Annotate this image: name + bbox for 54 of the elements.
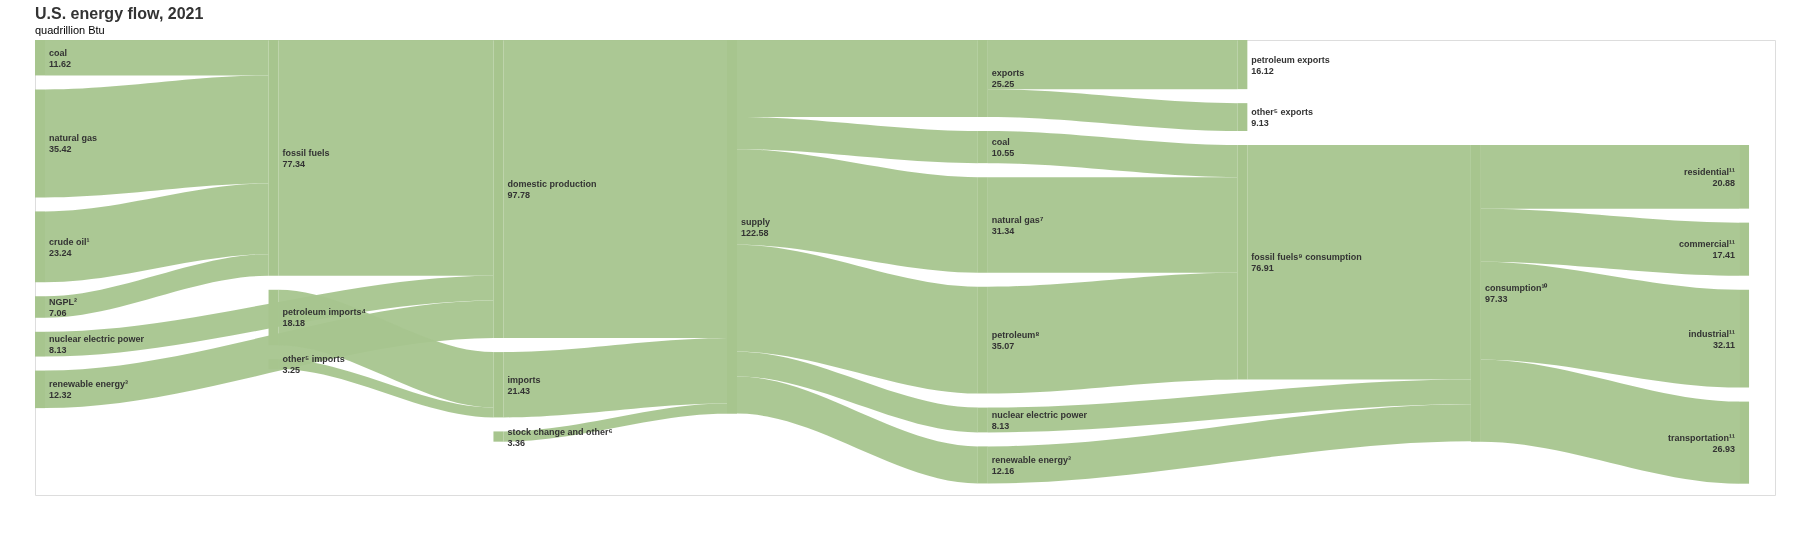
category-label: natural gas⁷: [991, 214, 1044, 225]
category-label: consumption¹⁰: [1484, 283, 1549, 294]
text: quadrillion Btu: [35, 24, 105, 36]
category-label: renewable energy³: [991, 454, 1071, 465]
category-label: transportation¹¹: [1668, 432, 1736, 443]
data-label: 97.78: [507, 190, 530, 201]
data-label: 12.32: [49, 390, 72, 401]
category-label: crude oil¹: [49, 236, 90, 247]
category-label: industrial¹¹: [1688, 328, 1736, 339]
data-label: 18.18: [282, 318, 306, 329]
data-label: 35.07: [991, 341, 1015, 352]
category-label: exports: [991, 68, 1025, 79]
data-label: 17.41: [1712, 250, 1736, 261]
data-label: 20.88: [1712, 177, 1736, 188]
data-label: 3.36: [507, 437, 525, 448]
text: U.S. energy flow, 2021: [35, 5, 204, 22]
data-label: 11.62: [49, 58, 72, 69]
category-label: renewable energy³: [49, 379, 129, 390]
data-label: 21.43: [507, 385, 530, 396]
data-label: 25.25: [991, 79, 1015, 90]
category-label: supply: [741, 216, 771, 227]
data-label: 9.13: [1251, 118, 1269, 129]
category-label: coal: [49, 47, 68, 58]
category-label: natural gas: [49, 133, 98, 144]
category-label: nuclear electric power: [991, 409, 1088, 420]
category-label: nuclear electric power: [49, 334, 145, 345]
data-label: 35.42: [49, 144, 72, 155]
data-label: 76.91: [1251, 263, 1274, 274]
data-label: 8.13: [991, 420, 1010, 431]
data-label: 3.25: [282, 365, 301, 376]
category-label: fossil fuels: [282, 147, 330, 158]
data-label: 77.34: [282, 158, 306, 169]
category-label: petroleum⁸: [991, 330, 1040, 341]
data-label: 23.24: [49, 247, 72, 258]
data-label: 10.55: [991, 148, 1015, 159]
data-label: 122.58: [741, 227, 769, 238]
category-label: commercial¹¹: [1679, 239, 1736, 250]
data-label: 12.16: [991, 465, 1015, 476]
data-label: 31.34: [991, 225, 1015, 236]
category-label: imports: [507, 374, 541, 385]
data-label: 16.12: [1251, 65, 1274, 76]
data-label: 26.93: [1712, 443, 1736, 454]
category-label: residential¹¹: [1684, 166, 1736, 177]
data-label: 8.13: [49, 345, 67, 356]
data-label: 32.11: [1713, 339, 1736, 350]
category-label: coal: [991, 137, 1010, 148]
category-label: petroleum exports: [1251, 54, 1330, 65]
category-label: domestic production: [507, 179, 597, 190]
category-label: other⁵ exports: [1251, 107, 1314, 118]
category-label: petroleum imports⁴: [282, 307, 367, 318]
category-label: NGPL²: [49, 297, 77, 308]
data-label: 97.33: [1484, 294, 1508, 305]
category-label: fossil fuels⁹ consumption: [1251, 252, 1362, 263]
data-label: 7.06: [49, 308, 67, 319]
